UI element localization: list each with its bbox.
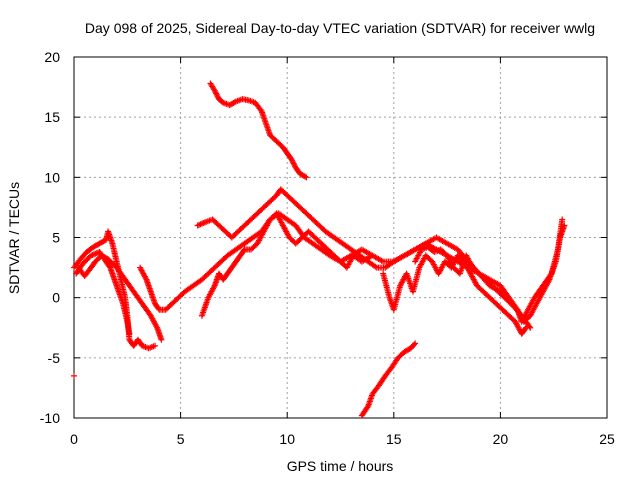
plus-marker — [369, 252, 376, 259]
x-axis-label: GPS time / hours — [287, 458, 394, 474]
plus-marker — [158, 336, 165, 343]
plus-marker — [302, 173, 309, 180]
series-arc-2 — [73, 248, 133, 337]
plus-marker — [412, 340, 419, 347]
x-tick-label: 20 — [493, 431, 509, 447]
x-tick-label: 0 — [70, 431, 78, 447]
plus-marker — [561, 222, 568, 229]
series-arc-10 — [412, 222, 568, 325]
plus-marker — [126, 330, 133, 337]
y-tick-label: 0 — [52, 290, 60, 306]
plus-marker — [526, 323, 533, 330]
x-tick-label: 10 — [279, 431, 295, 447]
chart-title: Day 098 of 2025, Sidereal Day-to-day VTE… — [85, 20, 595, 36]
x-tick-label: 15 — [386, 431, 402, 447]
series-arc-8 — [198, 210, 376, 319]
series-arc-9 — [380, 252, 529, 337]
x-tick-label: 25 — [599, 431, 615, 447]
plus-marker — [152, 342, 159, 349]
plus-marker — [522, 325, 529, 332]
grid-lines — [74, 57, 607, 418]
plus-marker — [106, 263, 113, 270]
series-arc-7 — [358, 340, 419, 419]
y-axis-label: SDTVAR / TECUs — [6, 182, 22, 294]
plus-marker — [303, 174, 310, 181]
y-tick-label: -10 — [40, 410, 60, 426]
series-arc-11 — [71, 372, 77, 379]
data-points — [71, 80, 568, 419]
plus-marker — [71, 372, 77, 379]
y-tick-label: 15 — [44, 109, 60, 125]
plus-marker — [559, 216, 566, 223]
y-tick-label: 10 — [44, 169, 60, 185]
plus-marker — [411, 341, 418, 348]
series-arc-6 — [207, 80, 310, 181]
plus-marker — [231, 99, 238, 106]
y-tick-label: 5 — [52, 230, 60, 246]
plus-marker — [522, 324, 529, 331]
x-tick-label: 5 — [177, 431, 185, 447]
y-tick-label: 20 — [44, 49, 60, 65]
series-arc-1 — [71, 228, 159, 352]
axis-ticks: 0 5 10 15 20 25 -10 -5 0 5 10 15 20 — [40, 49, 615, 447]
y-tick-label: -5 — [48, 350, 61, 366]
series-arc-3 — [75, 252, 165, 343]
